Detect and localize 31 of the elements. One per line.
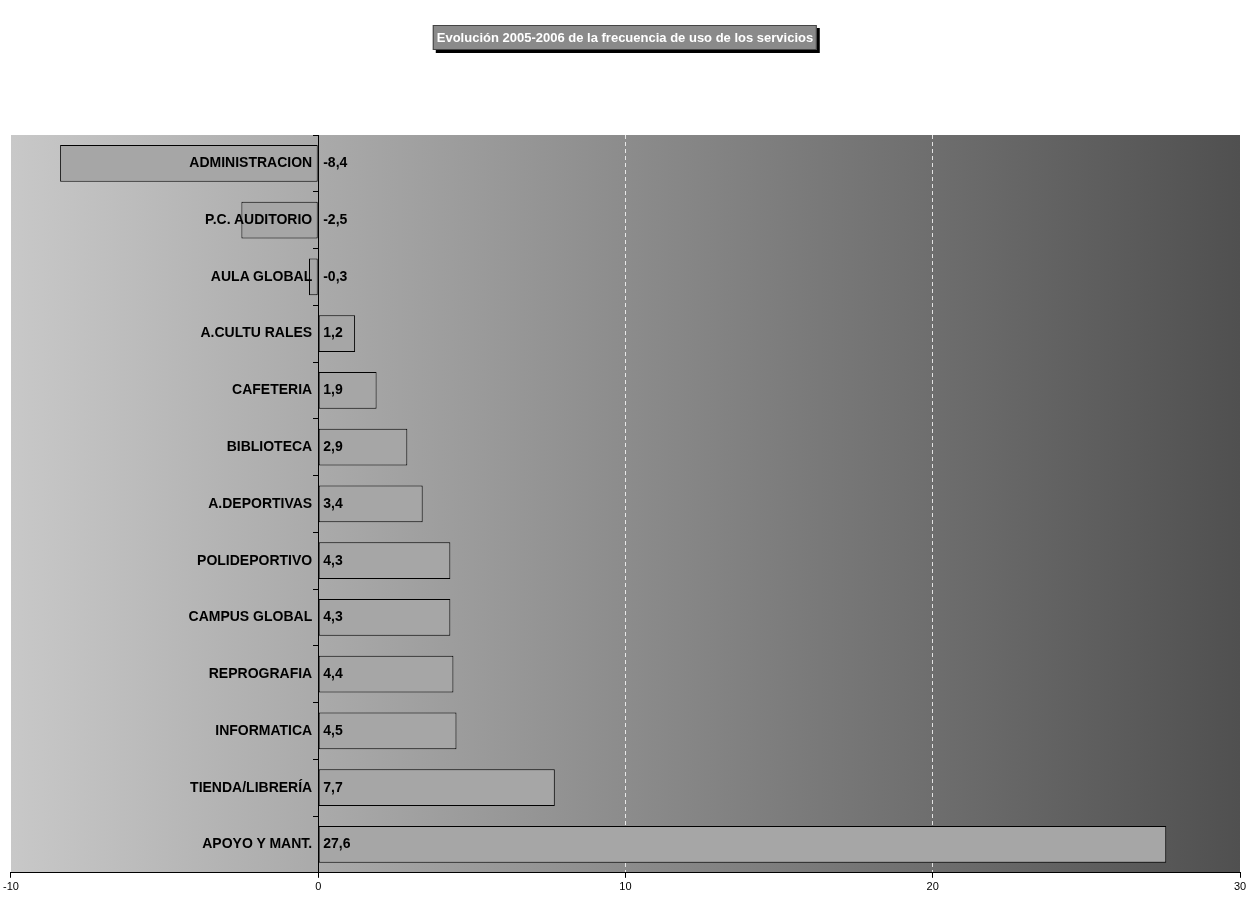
y-tick-label: ADMINISTRACION [189, 154, 313, 171]
data-label: -0,3 [323, 267, 348, 284]
y-tick-label: INFORMATICA [215, 721, 313, 738]
y-tick-label: APOYO Y MANT. [202, 835, 313, 852]
data-label: 4,4 [323, 665, 343, 682]
data-label: 1,9 [323, 381, 343, 398]
chart-title: Evolución 2005-2006 de la frecuencia de uso de los servicios [432, 25, 818, 50]
y-tick-label: TIENDA/LIBRERÍA [190, 778, 313, 795]
data-label: 3,4 [323, 494, 343, 511]
y-tick-label: A.DEPORTIVAS [208, 494, 313, 511]
y-tick-label: BIBLIOTECA [226, 438, 313, 455]
data-label: 1,2 [323, 324, 343, 341]
y-tick-label: POLIDEPORTIVO [197, 551, 313, 568]
y-tick-label: CAFETERIA [232, 381, 313, 398]
x-tick-label: 10 [619, 880, 632, 893]
y-tick-label: REPROGRAFIA [208, 665, 313, 682]
x-tick-label: 0 [315, 880, 322, 893]
y-tick-label: A.CULTU RALES [200, 324, 313, 341]
data-label: 4,5 [323, 721, 343, 738]
x-tick-label: -10 [3, 880, 19, 893]
data-label: -2,5 [323, 210, 348, 227]
data-label: 7,7 [323, 778, 343, 795]
data-label: -8,4 [323, 154, 348, 171]
x-tick-label: 20 [926, 880, 939, 893]
x-tick-label: 30 [1233, 880, 1247, 893]
y-tick-label: CAMPUS GLOBAL [188, 608, 313, 625]
data-label: 2,9 [323, 438, 343, 455]
data-label: 4,3 [323, 551, 343, 568]
y-tick-label: P.C. AUDITORIO [205, 210, 313, 227]
data-label: 4,3 [323, 608, 343, 625]
data-label: 27,6 [323, 835, 351, 852]
